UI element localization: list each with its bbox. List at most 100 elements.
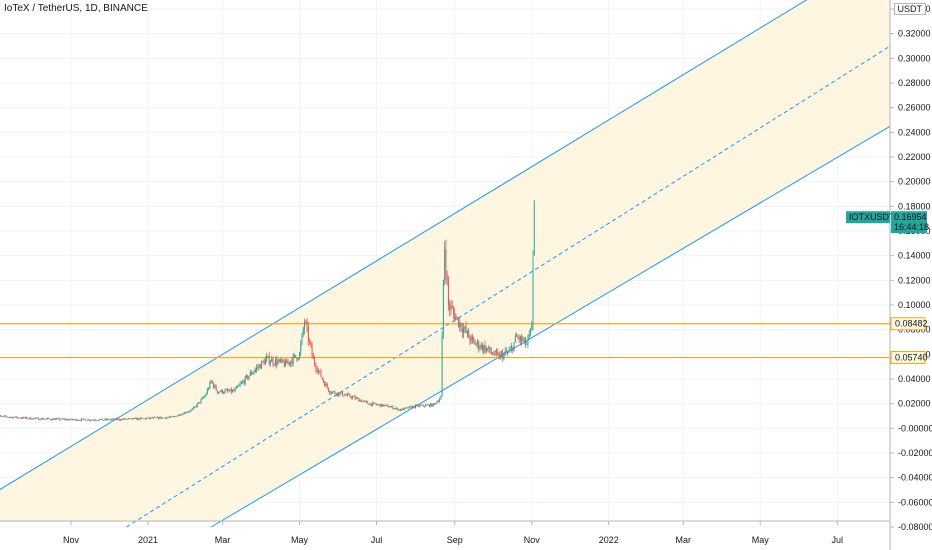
candle-body bbox=[475, 343, 477, 345]
candle-body bbox=[465, 326, 467, 333]
candle-body bbox=[368, 403, 370, 405]
symbol-badge bbox=[846, 211, 890, 224]
candle-body bbox=[408, 406, 410, 409]
candle-body bbox=[322, 379, 324, 383]
candle-body bbox=[139, 417, 141, 420]
candle-body bbox=[49, 418, 51, 420]
candle-body bbox=[492, 352, 494, 355]
candle-body bbox=[79, 420, 81, 422]
chart-title: IoTeX / TetherUS, 1D, BINANCE bbox=[4, 3, 148, 14]
candle-body bbox=[160, 417, 162, 419]
candle-body bbox=[125, 418, 127, 420]
candle-body bbox=[377, 404, 379, 406]
candle-body bbox=[167, 417, 169, 419]
candle-body bbox=[374, 403, 376, 405]
candle-body bbox=[33, 418, 35, 420]
candle-body bbox=[54, 418, 56, 420]
candle-body bbox=[218, 391, 220, 393]
candle-body bbox=[455, 316, 457, 320]
candle-body bbox=[413, 406, 415, 408]
candle-body bbox=[11, 416, 13, 419]
time-axis[interactable]: Nov 2021 Mar May Jul Sep Nov 2022 Mar May Jul bbox=[63, 521, 843, 545]
candle-body bbox=[474, 340, 476, 345]
candle-body bbox=[312, 355, 314, 359]
candle-body bbox=[456, 316, 458, 318]
candle-body bbox=[30, 417, 32, 420]
candle-body bbox=[273, 364, 275, 365]
candle-body bbox=[37, 417, 39, 420]
candle-body bbox=[190, 409, 192, 412]
candle-body bbox=[14, 416, 16, 418]
candle-body bbox=[485, 348, 487, 352]
candle-body bbox=[450, 306, 452, 310]
channel-lower-line[interactable] bbox=[210, 125, 891, 528]
candle-body bbox=[0, 415, 2, 417]
candle-body bbox=[216, 390, 218, 393]
candle-body bbox=[159, 417, 161, 419]
candle-body bbox=[490, 351, 492, 353]
candle-body bbox=[235, 386, 237, 389]
candle-body bbox=[1, 416, 3, 417]
candle-body bbox=[67, 419, 69, 421]
candle-body bbox=[45, 418, 47, 420]
horizontal-levels bbox=[0, 323, 890, 359]
candle-body bbox=[369, 403, 371, 405]
candle-body bbox=[180, 414, 182, 416]
candle-body bbox=[78, 420, 80, 422]
x-tick-label: Nov bbox=[524, 535, 541, 545]
candle-body bbox=[410, 406, 412, 408]
candle-body bbox=[466, 330, 468, 333]
candle-body bbox=[223, 392, 225, 394]
candle-body bbox=[88, 419, 90, 421]
currency-unit-button[interactable]: USDT bbox=[893, 3, 926, 15]
candle-body bbox=[65, 419, 67, 420]
candle-body bbox=[221, 389, 223, 394]
candle-body bbox=[187, 411, 189, 413]
candle-body bbox=[2, 415, 4, 417]
candle-body bbox=[263, 361, 265, 365]
candle-body bbox=[417, 404, 419, 407]
candle-body bbox=[7, 417, 9, 418]
candle-body bbox=[194, 406, 196, 408]
candle-body bbox=[203, 397, 205, 399]
candle-body bbox=[411, 406, 413, 409]
candle-body bbox=[137, 418, 139, 420]
candle-body bbox=[431, 403, 433, 407]
candle-body bbox=[168, 417, 170, 418]
candle-body bbox=[285, 360, 287, 367]
candle-body bbox=[259, 364, 261, 369]
candle-body bbox=[233, 390, 235, 392]
channel-middle-line[interactable] bbox=[126, 45, 891, 528]
candle-body bbox=[131, 418, 133, 420]
candle-body bbox=[24, 417, 26, 418]
candle-body bbox=[174, 416, 176, 418]
candle-body bbox=[201, 397, 203, 400]
price-axis[interactable]: 0.340000.320000.300000.280000.260000.240… bbox=[890, 4, 932, 532]
candle-body bbox=[192, 407, 194, 410]
candle-body bbox=[152, 417, 154, 419]
candle-body bbox=[146, 418, 148, 420]
candle-body bbox=[307, 326, 309, 341]
candle-body bbox=[503, 353, 505, 359]
candle-body bbox=[61, 418, 63, 420]
candle-body bbox=[416, 404, 418, 406]
candle-body bbox=[272, 358, 274, 365]
candle-body bbox=[220, 389, 222, 392]
candle-body bbox=[415, 404, 417, 408]
x-tick-label: 2021 bbox=[138, 535, 158, 545]
candle-body bbox=[494, 350, 496, 355]
channel-upper-line[interactable] bbox=[0, 0, 832, 502]
symbol-badge-label: IOTXUSDT bbox=[849, 212, 895, 222]
candle-body bbox=[237, 386, 239, 388]
y-tick-label: -0.00000 bbox=[898, 423, 932, 433]
candle-body bbox=[172, 416, 174, 418]
candle-body bbox=[397, 407, 399, 411]
candle-body bbox=[77, 420, 79, 422]
candle-body bbox=[526, 344, 528, 345]
candle-body bbox=[28, 417, 30, 419]
candle-body bbox=[215, 385, 217, 391]
y-tick-label: 0.28000 bbox=[898, 78, 931, 88]
candle-body bbox=[297, 358, 299, 360]
candle-body bbox=[339, 393, 341, 396]
